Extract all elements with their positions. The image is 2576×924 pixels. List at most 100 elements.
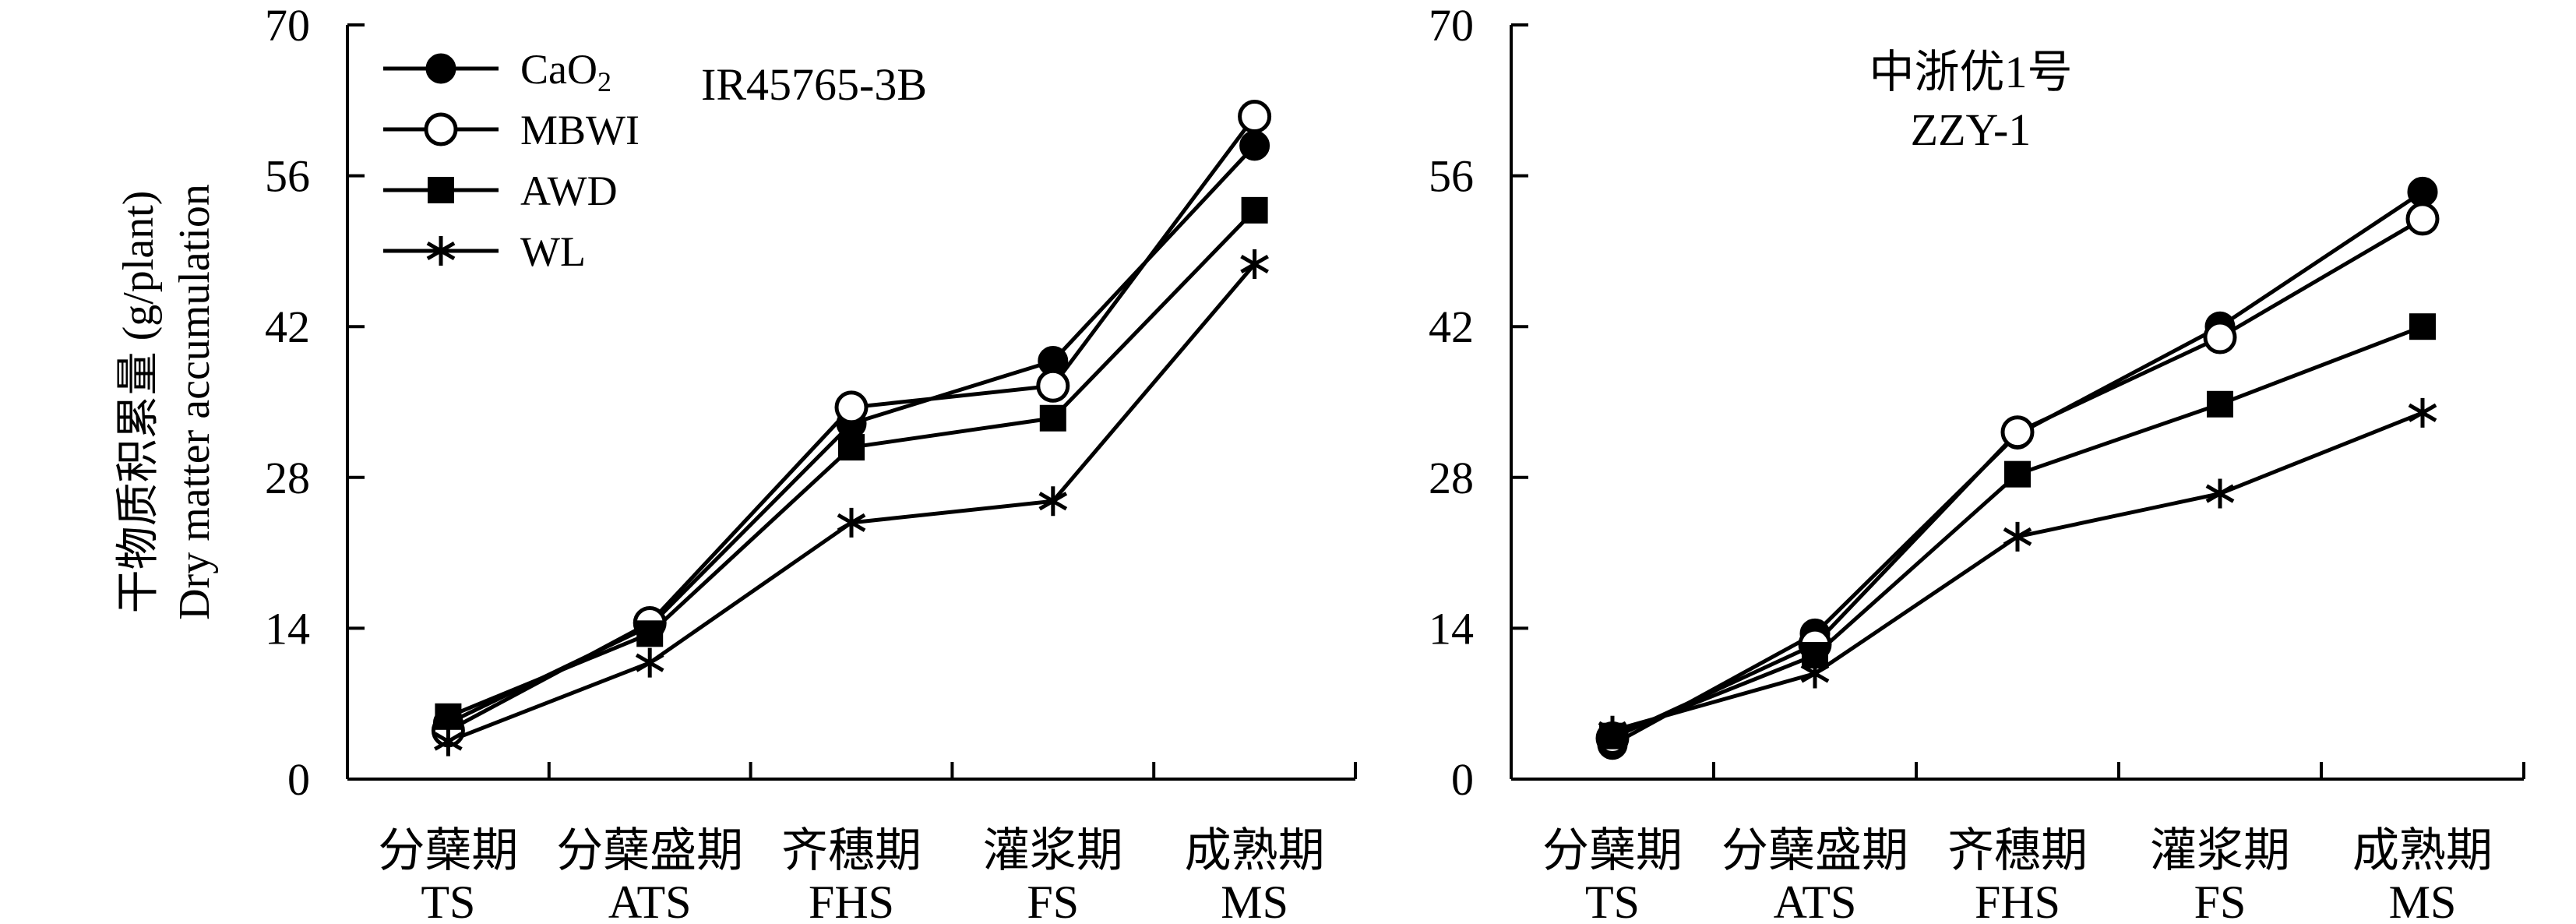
panel-2-series-1-point [2407, 176, 2438, 207]
panel-2-category-label-zh: 齐穗期 [1947, 825, 2088, 876]
panel-1-legend-marker-shape [424, 112, 458, 146]
panel-1-category-label-en: TS [421, 876, 475, 920]
panel-1-category-label-en: FS [1027, 876, 1079, 920]
panel-1-y-tick-label: 14 [265, 603, 310, 654]
panel-2-series-2-point [2405, 202, 2440, 236]
panel-1-legend-marker-shape [426, 236, 456, 266]
panel-2-series-1-point-shape [2407, 176, 2438, 207]
panel-1-legend-label-subscript: 2 [597, 66, 611, 97]
panel-1-series-1-point [1239, 130, 1270, 161]
panel-1-series-4-point-shape [1240, 249, 1269, 279]
panel-1-series-1-point-shape [1239, 130, 1270, 161]
panel-2-series-4-point-shape [1598, 715, 1627, 746]
panel-1-y-axis-label: Dry matter accumulation [171, 184, 219, 620]
panel-2-y-tick-label: 70 [1429, 0, 1474, 51]
panel-1-series-3-point-shape [1039, 404, 1066, 432]
panel-1-category-label-zh: 成熟期 [1185, 825, 1325, 876]
panel-2-series-4-point-shape [2408, 397, 2437, 428]
panel-1-y-tick-label: 42 [265, 302, 310, 352]
panel-2-title-line: ZZY-1 [1911, 104, 2032, 155]
panel-1-legend-item: AWD [383, 168, 618, 214]
panel-1-series-2-point [834, 390, 869, 425]
panel-2-category-label-zh: 分蘖盛期 [1721, 825, 1908, 876]
panel-1-series-line-3 [447, 209, 1256, 719]
panel-1-category-label-zh: 灌浆期 [983, 825, 1123, 876]
panel-1-series-4-point-shape [837, 507, 866, 538]
panel-1-series-3-point-shape [435, 703, 462, 730]
panel-2-category-label-en: MS [2389, 876, 2457, 920]
panel-1-legend-marker [426, 236, 456, 266]
panel-2-series-4-point [1598, 715, 1627, 746]
panel-2-y-tick-label: 14 [1429, 603, 1474, 654]
panel-2-series-2-point-shape [2405, 202, 2440, 236]
panel-1-legend-label: MBWI [520, 107, 640, 153]
panel-1-series-4-point-shape [635, 647, 664, 678]
panel-1-category-label-en: FHS [809, 876, 894, 920]
panel-1-legend-label: CaO2 [520, 46, 611, 97]
panel-2-series-2-point [2000, 415, 2035, 450]
panel-2-category-label-en: TS [1585, 876, 1640, 920]
panel-2-series-3-point-shape [2409, 313, 2436, 340]
panel-1-legend: CaO2 MBWI AWD WL [383, 46, 640, 275]
panel-2-series-4-point-shape [1800, 658, 1830, 689]
panel-1-category-label-zh: 分蘖期 [378, 825, 518, 876]
panel-1-y-tick-label: 70 [265, 0, 310, 51]
panel-2-title-line: 中浙优1号 [1869, 47, 2072, 97]
panel-1-series-3-point [1039, 404, 1066, 432]
panel-1-series-2-point [1036, 369, 1070, 403]
panel-1-y-tick-label: 56 [265, 151, 310, 202]
panel-1-series-2-point [1238, 100, 1272, 134]
panel-2-series-2-point [2203, 320, 2237, 354]
panel-1-category-label-en: MS [1221, 876, 1288, 920]
panel-1-y-axis-label: 干物质积累量 (g/plant) [115, 191, 163, 614]
panel-1-series-4-point [635, 647, 664, 678]
panel-2-category-label-zh: 分蘖期 [1542, 825, 1683, 876]
panel-2-category-label-en: ATS [1774, 876, 1857, 920]
panel-1-series-3-point [1241, 196, 1268, 224]
panel-1-title: IR45765-3B [701, 59, 927, 110]
panel-1-series-3-point [838, 434, 865, 461]
panel-2-y-tick-label: 28 [1429, 453, 1474, 503]
panel-1-series-4-point [1240, 249, 1269, 279]
panel-1-legend-marker-shape [428, 177, 454, 203]
panel-1-series-4-point [837, 507, 866, 538]
panel-1-legend-item: CaO2 [383, 46, 611, 97]
panel-1-category-label-zh: 分蘖盛期 [556, 825, 743, 876]
panel-2-series-3-point [2207, 390, 2233, 418]
panel-1-series-3-point [435, 703, 462, 730]
panel-2-category-label-en: FS [2194, 876, 2247, 920]
panel-2-series-4-point-shape [2003, 521, 2032, 552]
panel-1-category-label-en: ATS [608, 876, 692, 920]
panel-2-series-3-point [2409, 313, 2436, 340]
panel-2-series-3-point-shape [2004, 460, 2031, 488]
panel-2-series-3-point [2004, 460, 2031, 488]
panel-1-series-4-point [434, 726, 463, 756]
panel-2-series-4-point [2408, 397, 2437, 428]
panel-2-category-label-zh: 灌浆期 [2150, 825, 2290, 876]
panel-2-y-tick-label: 56 [1429, 151, 1474, 202]
panel-2-series-4-point [1800, 658, 1830, 689]
panel-1-series-3-point-shape [636, 620, 664, 647]
panel-1-series-2-point-shape [1036, 369, 1070, 403]
panel-1-series-3-point [636, 620, 664, 647]
panel-1-legend-marker [425, 53, 456, 84]
panel-1-legend-item: WL [383, 228, 586, 275]
panel-1-series-4-point-shape [434, 726, 463, 756]
panel-2-series-2-point-shape [2000, 415, 2035, 450]
panel-1-legend-marker [428, 177, 454, 203]
panel-2-category-label-zh: 成熟期 [2352, 825, 2493, 876]
panel-1-series-2-point-shape [834, 390, 869, 425]
panel-1-series-2-point-shape [1238, 100, 1272, 134]
panel-2-series-4-point [2003, 521, 2032, 552]
panel-1-series-4-point-shape [1038, 486, 1068, 517]
panel-1-legend-marker [424, 112, 458, 146]
panel-1-y-tick-label: 0 [287, 754, 310, 805]
panel-1-legend-item: MBWI [383, 107, 640, 153]
panel-2-series-2-point-shape [2203, 320, 2237, 354]
panel-1-legend-label: AWD [520, 168, 618, 214]
panel-1-y-tick-label: 28 [265, 453, 310, 503]
